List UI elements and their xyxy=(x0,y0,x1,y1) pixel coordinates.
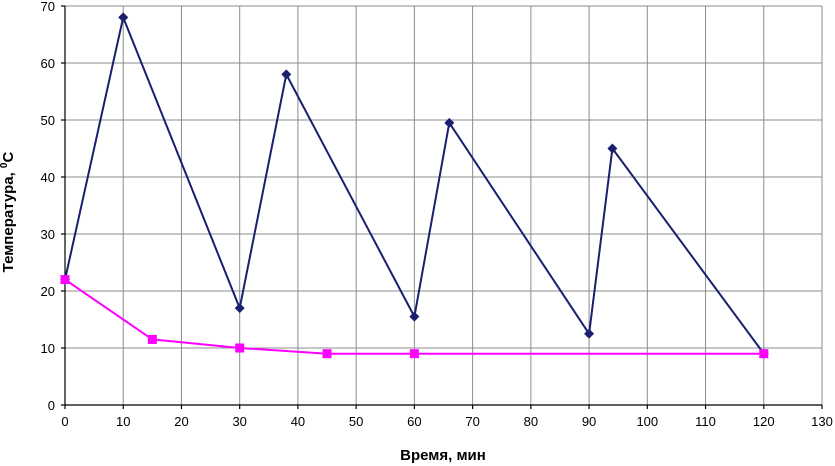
x-tick-label: 70 xyxy=(465,414,479,429)
x-tick-label: 90 xyxy=(582,414,596,429)
x-tick-label: 0 xyxy=(61,414,68,429)
x-tick-label: 130 xyxy=(811,414,833,429)
x-tick-label: 80 xyxy=(524,414,538,429)
series-1-point xyxy=(444,117,455,128)
series-2-point xyxy=(759,349,769,359)
y-tick-label: 10 xyxy=(41,341,55,356)
series-1-point xyxy=(281,69,292,80)
series-2 xyxy=(60,275,769,359)
y-axis-title-main: Температура, xyxy=(0,168,17,272)
x-tick-labels: 0 10 20 30 40 50 60 70 80 90 100 110 120 130 xyxy=(61,414,832,429)
y-tick-label: 70 xyxy=(41,0,55,14)
y-tick-label: 60 xyxy=(41,56,55,71)
x-tick-label: 100 xyxy=(636,414,658,429)
y-axis-title: Температура, 0C xyxy=(0,152,17,273)
x-tick-label: 30 xyxy=(232,414,246,429)
series-2-point xyxy=(409,349,419,359)
x-tick-label: 110 xyxy=(695,414,716,429)
series-2-point xyxy=(235,343,245,353)
y-tick-labels: 0 10 20 30 40 50 60 70 xyxy=(41,0,55,413)
x-tick-label: 50 xyxy=(349,414,363,429)
series-1-point xyxy=(584,328,595,339)
x-tick-label: 120 xyxy=(753,414,775,429)
y-tick-label: 50 xyxy=(41,113,55,128)
x-tick-label: 40 xyxy=(291,414,305,429)
y-axis-title-sup: 0 xyxy=(0,162,10,168)
y-tick-label: 0 xyxy=(48,398,55,413)
y-tick-label: 30 xyxy=(41,227,55,242)
series-1-point xyxy=(118,12,129,23)
y-tick-label: 20 xyxy=(41,284,55,299)
x-axis-title: Время, мин xyxy=(400,447,486,464)
series xyxy=(60,12,769,359)
series-2-point xyxy=(322,349,332,359)
x-tick-label: 10 xyxy=(116,414,130,429)
series-2-line xyxy=(64,278,764,355)
series-1-point xyxy=(409,311,420,322)
series-1-point xyxy=(607,143,618,154)
y-tick-label: 40 xyxy=(41,170,55,185)
axes xyxy=(61,5,823,409)
x-tick-label: 20 xyxy=(174,414,188,429)
series-2-point xyxy=(147,334,157,344)
grid xyxy=(65,5,823,405)
y-axis-title-unit: C xyxy=(0,152,17,163)
series-2-point xyxy=(60,275,70,285)
series-1-point xyxy=(234,303,245,314)
x-tick-label: 60 xyxy=(407,414,421,429)
